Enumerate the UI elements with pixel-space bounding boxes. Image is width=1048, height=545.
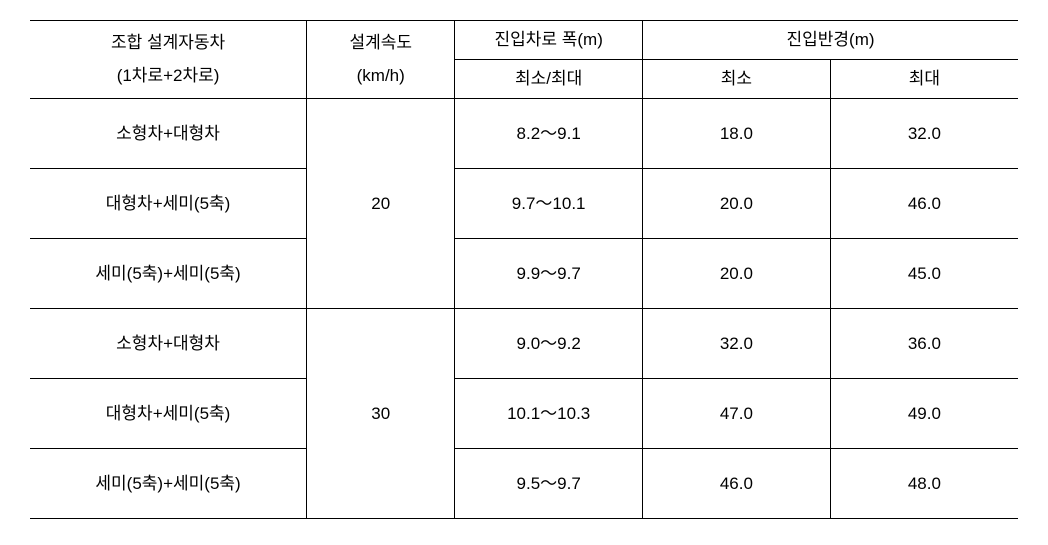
cell-entry-width: 9.7～10.1 [455,169,643,239]
header-combo: 조합 설계자동차 (1차로+2차로) [30,21,307,99]
header-speed-line1: 설계속도 [307,27,454,59]
table-row: 소형차+대형차309.0～9.232.036.0 [30,309,1018,379]
header-entry-width: 진입차로 폭(m) [455,21,643,60]
cell-radius-min: 18.0 [643,99,831,169]
header-speed-line2: (km/h) [307,60,454,92]
table-row: 대형차+세미(5축) 9.7～10.120.046.0 [30,169,1018,239]
cell-radius-min: 46.0 [643,449,831,519]
cell-radius-min: 20.0 [643,239,831,309]
cell-entry-width: 9.5～9.7 [455,449,643,519]
cell-combo: 세미(5축)+세미(5축) [30,239,307,309]
cell-radius-max: 48.0 [830,449,1018,519]
header-entry-radius: 진입반경(m) [643,21,1018,60]
cell-combo: 대형차+세미(5축) [30,169,307,239]
cell-radius-max: 49.0 [830,379,1018,449]
cell-radius-min: 47.0 [643,379,831,449]
cell-radius-min: 20.0 [643,169,831,239]
table-row: 세미(5축)+세미(5축) 9.9～9.720.045.0 [30,239,1018,309]
header-combo-line1: 조합 설계자동차 [30,27,306,59]
table-row: 세미(5축)+세미(5축) 9.5～9.746.048.0 [30,449,1018,519]
cell-entry-width: 9.9～9.7 [455,239,643,309]
cell-combo: 소형차+대형차 [30,99,307,169]
cell-combo: 세미(5축)+세미(5축) [30,449,307,519]
cell-combo: 소형차+대형차 [30,309,307,379]
header-radius-max: 최대 [830,60,1018,99]
cell-speed: 20 [307,99,455,309]
cell-radius-max: 32.0 [830,99,1018,169]
cell-entry-width: 9.0～9.2 [455,309,643,379]
cell-entry-width: 10.1～10.3 [455,379,643,449]
cell-radius-max: 45.0 [830,239,1018,309]
table-row: 대형차+세미(5축) 10.1～10.347.049.0 [30,379,1018,449]
header-combo-line2: (1차로+2차로) [30,60,306,92]
table-header: 조합 설계자동차 (1차로+2차로) 설계속도 (km/h) 진입차로 폭(m)… [30,21,1018,99]
cell-radius-max: 36.0 [830,309,1018,379]
header-speed: 설계속도 (km/h) [307,21,455,99]
cell-combo: 대형차+세미(5축) [30,379,307,449]
cell-radius-max: 46.0 [830,169,1018,239]
design-vehicle-table: 조합 설계자동차 (1차로+2차로) 설계속도 (km/h) 진입차로 폭(m)… [30,20,1018,519]
cell-entry-width: 8.2～9.1 [455,99,643,169]
cell-speed: 30 [307,309,455,519]
header-radius-min: 최소 [643,60,831,99]
table-row: 소형차+대형차208.2～9.118.032.0 [30,99,1018,169]
cell-radius-min: 32.0 [643,309,831,379]
header-entry-width-sub: 최소/최대 [455,60,643,99]
table-body: 소형차+대형차208.2～9.118.032.0대형차+세미(5축)9.7～10… [30,99,1018,519]
